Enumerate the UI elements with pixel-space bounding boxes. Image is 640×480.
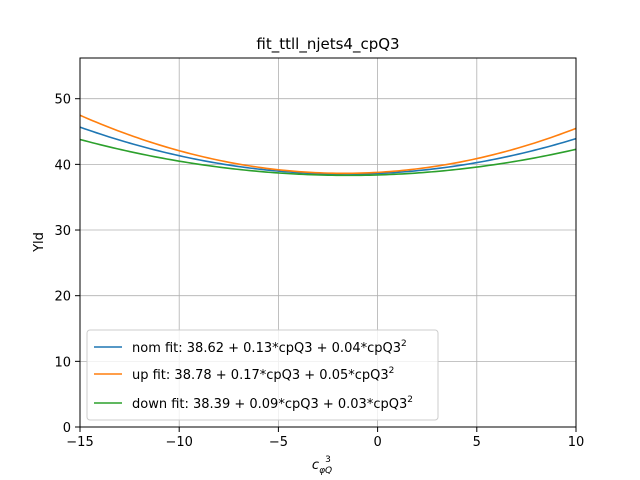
x-tick-label: −10 (165, 435, 192, 450)
legend-text-nom: nom fit: 38.62 + 0.13*cpQ3 + 0.04*cpQ3 (132, 341, 401, 356)
x-axis: −15 −10 −5 0 5 10 (66, 427, 584, 450)
legend-box (86, 329, 439, 421)
y-tick-label: 0 (63, 421, 71, 436)
legend-label-up: up fit: 38.78 + 0.17*cpQ3 + 0.05*cpQ32 (132, 366, 394, 383)
y-tick-label: 40 (54, 158, 71, 173)
x-tick-label: 0 (373, 435, 381, 450)
legend-text-down: down fit: 38.39 + 0.09*cpQ3 + 0.03*cpQ3 (132, 397, 407, 412)
x-tick-label: 10 (568, 435, 585, 450)
x-axis-label: cφQ (312, 458, 332, 476)
curves (79, 114, 577, 177)
x-axis-label-sup: 3 (325, 455, 331, 465)
plot-frame (79, 57, 577, 428)
x-tick-label: −15 (66, 435, 93, 450)
x-tick-label: −5 (269, 435, 288, 450)
chart-title: fit_ttll_njets4_cpQ3 (256, 35, 399, 54)
x-axis-label-sub: φQ (319, 466, 332, 476)
legend-sup-down: 2 (407, 395, 413, 405)
y-axis: 0 10 20 30 40 50 (54, 93, 80, 436)
y-axis-label: Yld (32, 232, 47, 253)
legend-sup-nom: 2 (401, 339, 407, 349)
legend-label-down: down fit: 38.39 + 0.09*cpQ3 + 0.03*cpQ32 (132, 395, 413, 412)
y-tick-label: 20 (54, 290, 71, 305)
legend: nom fit: 38.62 + 0.13*cpQ3 + 0.04*cpQ32 … (86, 329, 439, 421)
legend-sup-up: 2 (389, 366, 395, 376)
legend-text-up: up fit: 38.78 + 0.17*cpQ3 + 0.05*cpQ3 (132, 368, 389, 383)
series-line-up (79, 114, 577, 175)
x-axis-label-base: c (312, 458, 319, 473)
legend-label-nom: nom fit: 38.62 + 0.13*cpQ3 + 0.04*cpQ32 (132, 339, 407, 356)
series-line-down (79, 138, 577, 177)
y-tick-label: 50 (54, 93, 71, 108)
y-tick-label: 30 (54, 224, 71, 239)
y-tick-label: 10 (54, 355, 71, 370)
x-tick-label: 5 (473, 435, 481, 450)
